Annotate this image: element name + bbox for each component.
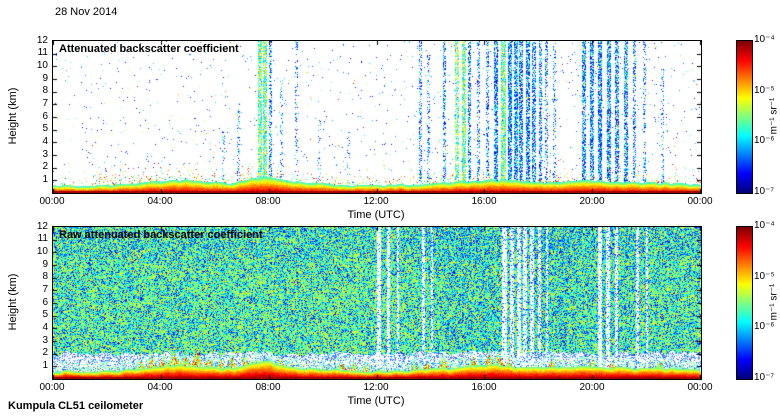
y-tick-label: 5 xyxy=(42,309,48,321)
y-axis-ticks: 1 2 3 4 5 6 7 8 9 10 11 12 xyxy=(26,221,48,384)
panel-attenuated-backscatter: Height (km) 1 2 3 4 5 6 7 8 9 10 11 12 Attenuated b… xyxy=(0,35,780,230)
x-tick-label: 16:00 xyxy=(471,196,497,207)
y-axis-label: Height (km) xyxy=(7,273,19,331)
x-axis-ticks: 00:00 04:00 08:00 12:00 16:00 20:00 00:00 xyxy=(39,196,712,208)
x-tick-label: 16:00 xyxy=(471,382,497,393)
x-axis-label: Time (UTC) xyxy=(347,395,405,407)
x-tick-label: 00:00 xyxy=(39,196,65,207)
plot-area: Raw attenuated backscatter coefficient xyxy=(52,226,702,380)
x-tick-label: 00:00 xyxy=(687,196,713,207)
y-tick-label: 8 xyxy=(42,85,48,97)
colorbar-tick-label: 10⁻⁵ xyxy=(754,84,775,96)
colorbar-tick-label: 10⁻⁶ xyxy=(754,135,775,147)
colorbar xyxy=(736,226,753,380)
x-tick-label: 04:00 xyxy=(147,196,173,207)
y-tick-label: 6 xyxy=(42,296,48,308)
colorbar-tick-label: 10⁻⁴ xyxy=(754,34,775,45)
colorbar-unit-label: m⁻¹ sr⁻¹ xyxy=(768,283,780,321)
colorbar-tick-label: 10⁻⁵ xyxy=(754,270,775,282)
y-tick-label: 2 xyxy=(42,161,48,173)
x-tick-label: 08:00 xyxy=(255,382,281,393)
x-tick-label: 20:00 xyxy=(579,196,605,207)
colorbar xyxy=(736,40,753,194)
y-tick-label: 12 xyxy=(36,220,48,232)
y-tick-label: 3 xyxy=(42,148,48,160)
instrument-label: Kumpula CL51 ceilometer xyxy=(8,400,144,412)
colorbar-tick-label: 10⁻⁶ xyxy=(754,321,775,333)
y-tick-label: 11 xyxy=(37,47,48,59)
y-tick-label: 1 xyxy=(42,359,48,371)
y-tick-label: 9 xyxy=(42,72,48,84)
x-tick-label: 08:00 xyxy=(255,196,281,207)
y-tick-label: 4 xyxy=(42,321,48,333)
y-tick-label: 8 xyxy=(42,271,48,283)
colorbar-tick-label: 10⁻⁷ xyxy=(754,372,775,383)
y-tick-label: 7 xyxy=(42,97,48,109)
colorbar-tick-label: 10⁻⁴ xyxy=(754,220,775,231)
plot-area: Attenuated backscatter coefficient xyxy=(52,40,702,194)
colorbar-ticks: 10⁻⁴ 10⁻⁵ 10⁻⁶ 10⁻⁷ xyxy=(754,35,778,198)
heatmap-canvas xyxy=(53,41,701,193)
y-tick-label: 10 xyxy=(36,245,48,257)
plot-title: Attenuated backscatter coefficient xyxy=(59,43,239,55)
x-tick-label: 12:00 xyxy=(363,382,389,393)
colorbar-unit-label: m⁻¹ sr⁻¹ xyxy=(768,97,780,135)
y-tick-label: 7 xyxy=(42,283,48,295)
y-tick-label: 5 xyxy=(42,123,48,135)
plot-title: Raw attenuated backscatter coefficient xyxy=(59,229,263,241)
y-tick-label: 11 xyxy=(37,233,48,245)
y-tick-label: 4 xyxy=(42,135,48,147)
y-axis-label: Height (km) xyxy=(7,87,19,145)
x-tick-label: 00:00 xyxy=(39,382,65,393)
y-tick-label: 1 xyxy=(42,173,48,185)
x-tick-label: 04:00 xyxy=(147,382,173,393)
heatmap-canvas xyxy=(53,227,701,379)
x-tick-label: 20:00 xyxy=(579,382,605,393)
panel-raw-attenuated-backscatter: Height (km) 1 2 3 4 5 6 7 8 9 10 11 12 Raw attenuat… xyxy=(0,221,780,416)
x-tick-label: 00:00 xyxy=(687,382,713,393)
date-label: 28 Nov 2014 xyxy=(55,6,118,18)
y-tick-label: 12 xyxy=(36,34,48,46)
x-tick-label: 12:00 xyxy=(363,196,389,207)
y-tick-label: 6 xyxy=(42,110,48,122)
y-tick-label: 3 xyxy=(42,334,48,346)
y-tick-label: 9 xyxy=(42,258,48,270)
x-axis-label: Time (UTC) xyxy=(347,209,405,221)
colorbar-ticks: 10⁻⁴ 10⁻⁵ 10⁻⁶ 10⁻⁷ xyxy=(754,221,778,384)
x-axis-ticks: 00:00 04:00 08:00 12:00 16:00 20:00 00:00 xyxy=(39,382,712,394)
y-tick-label: 2 xyxy=(42,347,48,359)
y-axis-ticks: 1 2 3 4 5 6 7 8 9 10 11 12 xyxy=(26,35,48,198)
y-tick-label: 10 xyxy=(36,59,48,71)
colorbar-tick-label: 10⁻⁷ xyxy=(754,186,775,197)
